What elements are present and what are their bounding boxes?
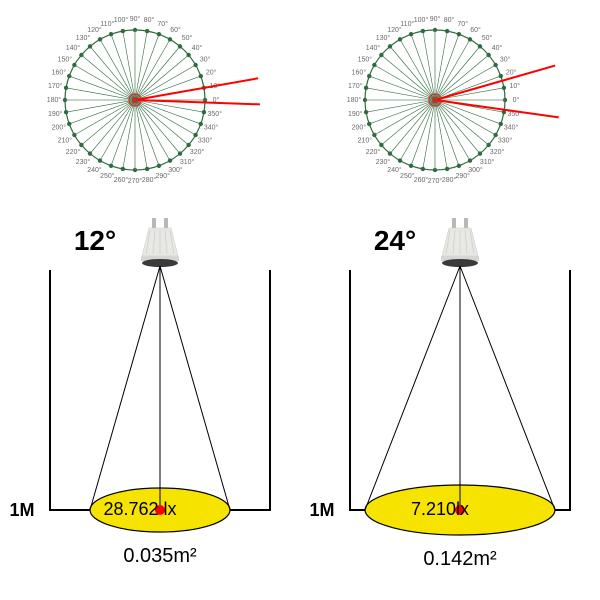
gauge-tick-label: 270° bbox=[428, 177, 443, 185]
gauge-tick-label: 310° bbox=[480, 158, 495, 166]
gauge-tick-label: 220° bbox=[66, 148, 81, 156]
gauge-tick-label: 130° bbox=[376, 34, 391, 42]
gauge-tick-label: 320° bbox=[490, 148, 505, 156]
area-value: 0.142m² bbox=[423, 548, 497, 570]
gauge-tick-label: 200° bbox=[52, 124, 67, 132]
gauge-24deg: 0° 10° 20° 30° 40° 50°60°70°80°90°100°110°120… bbox=[300, 0, 600, 210]
gauge-tick-label: 280° bbox=[142, 176, 157, 184]
gauge-tick-label: 140° bbox=[66, 44, 81, 52]
gauge-tick-label: 180° bbox=[47, 96, 62, 104]
gauge-tick-label: 10° bbox=[509, 82, 520, 90]
gauge-tick-label: 340° bbox=[504, 124, 519, 132]
gauge-tick-label: 80° bbox=[444, 16, 455, 24]
gauge-tick-label: 180° bbox=[347, 96, 362, 104]
gauge-tick-label: 110° bbox=[400, 20, 414, 28]
gauge-tick-label: 120° bbox=[387, 26, 402, 34]
gauge-tick-label: 100° bbox=[114, 16, 129, 24]
gauge-tick-label: 170° bbox=[48, 82, 63, 90]
gauge-tick-label: 30° bbox=[200, 56, 211, 64]
gauge-tick-label: 20° bbox=[206, 68, 217, 76]
gauge-tick-label: 190° bbox=[348, 110, 363, 118]
area-value: 0.035m² bbox=[123, 545, 197, 567]
gauge-tick-label: 250° bbox=[100, 172, 115, 180]
gauge-tick-label: 300° bbox=[168, 166, 183, 174]
gauge-tick-label: 340° bbox=[204, 124, 219, 132]
gauge-tick-label: 50° bbox=[482, 34, 493, 42]
gauge-tick-label: 350° bbox=[208, 110, 223, 118]
beam-comparison-infographic: 0°10°20°30°40°50°60°70°80°90°100°110°120… bbox=[0, 0, 600, 600]
gauge-tick-label: 30° bbox=[500, 56, 511, 64]
gauge-tick-label: 100° bbox=[414, 16, 429, 24]
gauge-tick-label: 110° bbox=[100, 20, 114, 28]
gauge-tick-label: 320° bbox=[190, 148, 205, 156]
gauge-tick-label: 120° bbox=[87, 26, 102, 34]
gauge-tick-label: 90° bbox=[130, 15, 141, 23]
lux-value: 28.762 lx bbox=[103, 499, 176, 519]
gauge-12deg: 0°10°20°30°40°50°60°70°80°90°100°110°120… bbox=[0, 0, 300, 210]
gauge-tick-label: 160° bbox=[52, 68, 67, 76]
gauge-tick-label: 80° bbox=[144, 16, 155, 24]
beam-angle-title: 24° bbox=[374, 225, 416, 256]
lux-value: 7.210lx bbox=[411, 499, 469, 519]
gauge-tick-label: 90° bbox=[430, 15, 441, 23]
gauge-tick-label: 160° bbox=[352, 68, 367, 76]
gauge-tick-label: 70° bbox=[157, 20, 168, 28]
gauge-tick-label: 210° bbox=[358, 137, 373, 145]
gauge-tick-label: 300° bbox=[468, 166, 483, 174]
gauge-tick-label: 60° bbox=[470, 26, 481, 34]
beam-diagram-24deg: 24° 1M 7.210lx 0.142m² bbox=[300, 210, 600, 600]
gauge-tick-label: 150° bbox=[58, 56, 73, 64]
gauge-tick-label: 330° bbox=[498, 137, 513, 145]
gauge-tick-label: 60° bbox=[170, 26, 181, 34]
gauge-tick-label: 310° bbox=[180, 158, 195, 166]
gauge-tick-label: 330° bbox=[198, 137, 213, 145]
beam-diagram-12deg: 12° 1M 28.762 lx 0.035m² bbox=[0, 210, 300, 600]
height-label: 1M bbox=[309, 500, 334, 520]
gauge-tick-label: 130° bbox=[76, 34, 91, 42]
gauge-tick-label: 50° bbox=[182, 34, 193, 42]
gauge-tick-label: 170° bbox=[348, 82, 363, 90]
gauge-tick-label: 260° bbox=[114, 176, 129, 184]
gauge-tick-label: 200° bbox=[352, 124, 367, 132]
height-label: 1M bbox=[9, 500, 34, 520]
gauge-tick-label: 270° bbox=[128, 177, 143, 185]
gauge-tick-label: 230° bbox=[376, 158, 391, 166]
gauge-tick-label: 0° bbox=[513, 96, 520, 104]
gauge-tick-label: 40° bbox=[492, 44, 503, 52]
gauge-tick-label: 280° bbox=[442, 176, 457, 184]
gauge-tick-label: 230° bbox=[76, 158, 91, 166]
gauge-tick-label: 220° bbox=[366, 148, 381, 156]
gauge-tick-label: 150° bbox=[358, 56, 373, 64]
gauge-tick-label: 210° bbox=[58, 137, 73, 145]
gauge-tick-label: 260° bbox=[414, 176, 429, 184]
gauge-tick-label: 40° bbox=[192, 44, 203, 52]
gauge-tick-label: 70° bbox=[457, 20, 468, 28]
gauge-tick-label: 250° bbox=[400, 172, 415, 180]
gauge-tick-label: 20° bbox=[506, 68, 517, 76]
beam-angle-title: 12° bbox=[74, 225, 116, 256]
gauge-tick-label: 140° bbox=[366, 44, 381, 52]
gauge-tick-label: 190° bbox=[48, 110, 63, 118]
